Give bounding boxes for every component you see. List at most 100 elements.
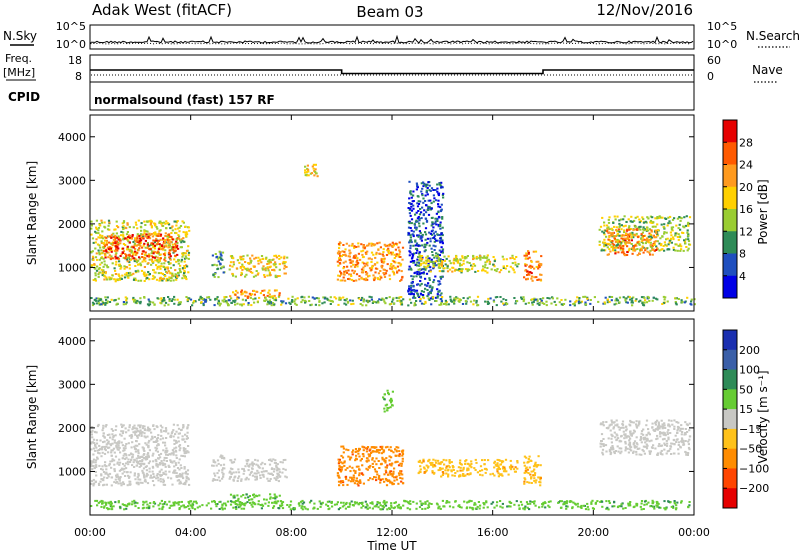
data-cell: [303, 299, 306, 302]
data-cell: [347, 269, 350, 272]
data-cell: [617, 437, 620, 440]
data-cell: [380, 298, 383, 301]
data-cell: [252, 462, 255, 465]
data-cell: [481, 268, 485, 271]
data-cell: [117, 444, 120, 447]
data-cell: [656, 240, 659, 243]
data-cell: [125, 272, 128, 274]
data-cell: [124, 257, 127, 260]
data-cell: [165, 447, 168, 450]
data-cell: [387, 393, 390, 396]
data-cell: [359, 303, 362, 305]
data-cell: [667, 436, 670, 439]
data-cell: [162, 471, 165, 474]
data-cell: [189, 298, 193, 301]
data-cell: [115, 260, 118, 263]
data-cell: [625, 301, 628, 304]
data-cell: [631, 247, 634, 250]
data-cell: [428, 270, 431, 273]
data-cell: [146, 237, 149, 240]
data-cell: [160, 434, 163, 437]
data-cell: [468, 296, 471, 299]
data-cell: [412, 190, 415, 193]
data-cell: [141, 456, 144, 458]
data-cell: [175, 441, 178, 444]
data-cell: [180, 238, 183, 241]
data-cell: [119, 264, 122, 267]
data-cell: [426, 295, 429, 298]
data-cell: [401, 473, 404, 476]
data-cell: [416, 258, 419, 261]
data-cell: [137, 474, 140, 477]
data-cell: [125, 467, 128, 470]
data-cell: [496, 463, 499, 466]
data-cell: [153, 244, 157, 247]
data-cell: [495, 464, 498, 467]
data-cell: [674, 301, 677, 303]
data-cell: [612, 231, 615, 234]
data-cell: [523, 482, 526, 485]
data-cell: [95, 466, 98, 468]
data-cell: [176, 479, 179, 482]
data-cell: [163, 459, 166, 462]
data-cell: [146, 243, 149, 246]
data-cell: [391, 251, 394, 254]
data-cell: [166, 271, 169, 274]
data-cell: [443, 303, 446, 305]
data-cell: [492, 256, 495, 258]
data-cell: [134, 478, 137, 481]
data-cell: [481, 256, 485, 259]
data-cell: [611, 249, 615, 252]
data-cell: [183, 455, 186, 458]
data-cell: [101, 272, 104, 275]
data-cell: [269, 478, 272, 480]
data-cell: [97, 229, 100, 232]
data-cell: [659, 444, 662, 447]
data-cell: [364, 447, 368, 450]
data-cell: [429, 237, 432, 240]
data-cell: [569, 304, 572, 307]
data-cell: [451, 270, 454, 273]
data-cell: [120, 484, 123, 487]
data-cell: [168, 253, 171, 256]
data-cell: [286, 256, 289, 259]
data-cell: [459, 459, 462, 462]
data-cell: [283, 267, 286, 270]
data-cell: [255, 475, 258, 478]
data-cell: [356, 450, 360, 453]
data-cell: [491, 472, 494, 475]
data-cell: [103, 483, 106, 486]
data-cell: [217, 300, 220, 303]
data-cell: [136, 299, 139, 302]
data-cell: [107, 224, 110, 227]
data-cell: [167, 476, 170, 479]
data-cell: [360, 268, 364, 271]
data-cell: [131, 255, 134, 258]
data-cell: [526, 481, 529, 484]
data-cell: [367, 275, 370, 278]
data-cell: [437, 459, 440, 462]
data-cell: [263, 268, 266, 271]
data-cell: [373, 476, 376, 478]
data-cell: [128, 274, 131, 277]
data-cell: [479, 256, 482, 259]
nave-label: Nave: [752, 63, 783, 77]
data-cell: [117, 238, 120, 241]
data-cell: [410, 229, 413, 232]
data-cell: [104, 272, 107, 275]
data-cell: [401, 246, 405, 249]
data-cell: [355, 477, 358, 480]
data-cell: [161, 300, 164, 303]
data-cell: [186, 473, 189, 476]
data-cell: [136, 435, 139, 437]
data-cell: [254, 297, 257, 300]
data-cell: [214, 272, 217, 275]
data-cell: [266, 260, 270, 263]
data-cell: [102, 243, 105, 246]
data-cell: [422, 466, 426, 469]
data-cell: [589, 299, 592, 301]
data-cell: [409, 191, 412, 194]
data-cell: [531, 303, 534, 306]
data-cell: [186, 265, 189, 268]
data-cell: [254, 458, 257, 461]
